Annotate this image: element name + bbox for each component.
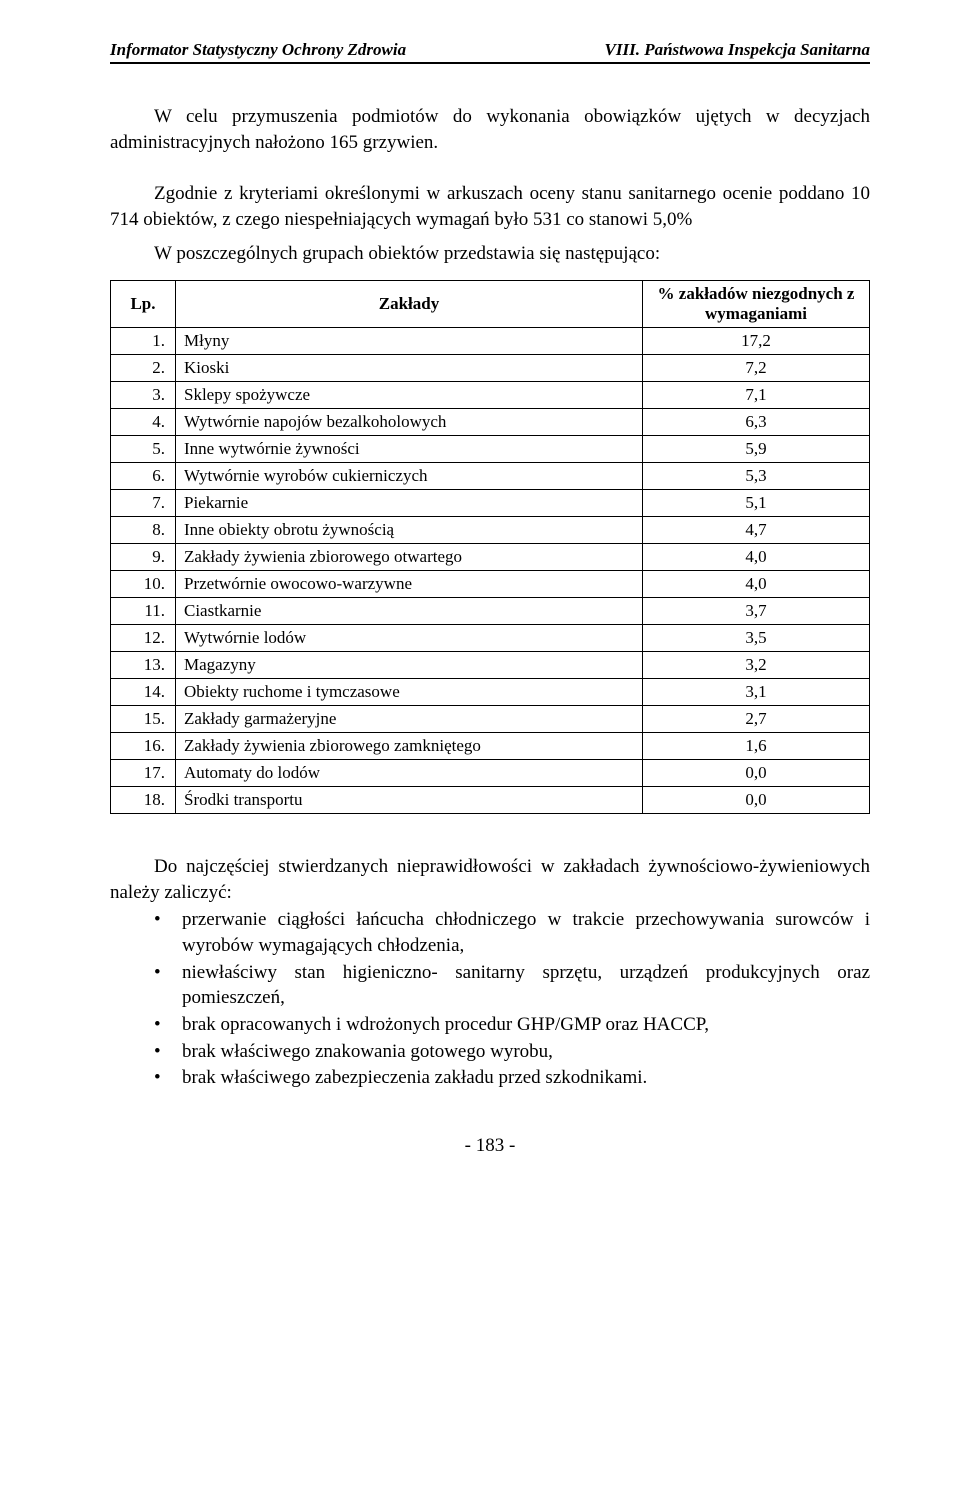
cell-lp: 13. (111, 652, 176, 679)
table-row: 9.Zakłady żywienia zbiorowego otwartego4… (111, 544, 870, 571)
cell-lp: 2. (111, 355, 176, 382)
paragraph-2: Zgodnie z kryteriami określonymi w arkus… (110, 181, 870, 232)
cell-val: 5,3 (643, 463, 870, 490)
cell-name: Środki transportu (176, 787, 643, 814)
cell-val: 0,0 (643, 760, 870, 787)
list-item: brak właściwego zabezpieczenia zakładu p… (154, 1065, 870, 1091)
cell-val: 3,5 (643, 625, 870, 652)
cell-val: 7,2 (643, 355, 870, 382)
cell-val: 0,0 (643, 787, 870, 814)
cell-lp: 8. (111, 517, 176, 544)
list-item: niewłaściwy stan higieniczno- sanitarny … (154, 960, 870, 1011)
cell-name: Inne wytwórnie żywności (176, 436, 643, 463)
cell-lp: 18. (111, 787, 176, 814)
cell-val: 7,1 (643, 382, 870, 409)
table-row: 18.Środki transportu0,0 (111, 787, 870, 814)
cell-val: 3,1 (643, 679, 870, 706)
col-name: Zakłady (176, 281, 643, 328)
cell-lp: 10. (111, 571, 176, 598)
cell-lp: 15. (111, 706, 176, 733)
table-row: 17.Automaty do lodów0,0 (111, 760, 870, 787)
table-row: 6.Wytwórnie wyrobów cukierniczych5,3 (111, 463, 870, 490)
paragraph-1: W celu przymuszenia podmiotów do wykonan… (110, 104, 870, 155)
cell-lp: 6. (111, 463, 176, 490)
cell-lp: 5. (111, 436, 176, 463)
page-number: - 183 - (110, 1135, 870, 1157)
cell-name: Zakłady garmażeryjne (176, 706, 643, 733)
cell-val: 2,7 (643, 706, 870, 733)
cell-val: 5,9 (643, 436, 870, 463)
list-intro: Do najczęściej stwierdzanych nieprawidło… (110, 854, 870, 905)
cell-lp: 12. (111, 625, 176, 652)
cell-name: Wytwórnie napojów bezalkoholowych (176, 409, 643, 436)
table-row: 1.Młyny17,2 (111, 328, 870, 355)
cell-name: Wytwórnie wyrobów cukierniczych (176, 463, 643, 490)
table-row: 8.Inne obiekty obrotu żywnością4,7 (111, 517, 870, 544)
cell-name: Piekarnie (176, 490, 643, 517)
cell-val: 3,7 (643, 598, 870, 625)
table-row: 5.Inne wytwórnie żywności5,9 (111, 436, 870, 463)
table-row: 4.Wytwórnie napojów bezalkoholowych6,3 (111, 409, 870, 436)
list-item: brak właściwego znakowania gotowego wyro… (154, 1039, 870, 1065)
table-header-row: Lp. Zakłady % zakładów niezgodnych z wym… (111, 281, 870, 328)
cell-val: 17,2 (643, 328, 870, 355)
table-row: 10.Przetwórnie owocowo-warzywne4,0 (111, 571, 870, 598)
cell-name: Sklepy spożywcze (176, 382, 643, 409)
header-left: Informator Statystyczny Ochrony Zdrowia (110, 40, 406, 60)
table-row: 12.Wytwórnie lodów3,5 (111, 625, 870, 652)
table-row: 15.Zakłady garmażeryjne2,7 (111, 706, 870, 733)
cell-name: Przetwórnie owocowo-warzywne (176, 571, 643, 598)
cell-val: 3,2 (643, 652, 870, 679)
bullet-list: przerwanie ciągłości łańcucha chłodnicze… (154, 907, 870, 1090)
table-body: 1.Młyny17,22.Kioski7,23.Sklepy spożywcze… (111, 328, 870, 814)
cell-val: 4,0 (643, 571, 870, 598)
table-row: 13.Magazyny3,2 (111, 652, 870, 679)
cell-name: Młyny (176, 328, 643, 355)
cell-lp: 4. (111, 409, 176, 436)
cell-lp: 16. (111, 733, 176, 760)
cell-name: Wytwórnie lodów (176, 625, 643, 652)
table-row: 2.Kioski7,2 (111, 355, 870, 382)
cell-lp: 14. (111, 679, 176, 706)
table-row: 3.Sklepy spożywcze7,1 (111, 382, 870, 409)
cell-lp: 7. (111, 490, 176, 517)
page-header: Informator Statystyczny Ochrony Zdrowia … (110, 40, 870, 60)
table-row: 7.Piekarnie5,1 (111, 490, 870, 517)
cell-name: Inne obiekty obrotu żywnością (176, 517, 643, 544)
paragraph-3: W poszczególnych grupach obiektów przeds… (154, 241, 870, 267)
cell-lp: 1. (111, 328, 176, 355)
cell-val: 5,1 (643, 490, 870, 517)
zaklady-table: Lp. Zakłady % zakładów niezgodnych z wym… (110, 280, 870, 814)
cell-val: 4,0 (643, 544, 870, 571)
cell-name: Ciastkarnie (176, 598, 643, 625)
cell-lp: 11. (111, 598, 176, 625)
cell-val: 4,7 (643, 517, 870, 544)
cell-name: Kioski (176, 355, 643, 382)
col-lp: Lp. (111, 281, 176, 328)
cell-val: 1,6 (643, 733, 870, 760)
header-rule (110, 62, 870, 64)
header-right: VIII. Państwowa Inspekcja Sanitarna (605, 40, 870, 60)
cell-lp: 9. (111, 544, 176, 571)
cell-name: Obiekty ruchome i tymczasowe (176, 679, 643, 706)
cell-name: Magazyny (176, 652, 643, 679)
col-val: % zakładów niezgodnych z wymaganiami (643, 281, 870, 328)
cell-name: Zakłady żywienia zbiorowego otwartego (176, 544, 643, 571)
table-row: 14.Obiekty ruchome i tymczasowe3,1 (111, 679, 870, 706)
cell-lp: 3. (111, 382, 176, 409)
cell-lp: 17. (111, 760, 176, 787)
cell-name: Automaty do lodów (176, 760, 643, 787)
cell-name: Zakłady żywienia zbiorowego zamkniętego (176, 733, 643, 760)
cell-val: 6,3 (643, 409, 870, 436)
list-item: przerwanie ciągłości łańcucha chłodnicze… (154, 907, 870, 958)
table-row: 16.Zakłady żywienia zbiorowego zamknięte… (111, 733, 870, 760)
list-item: brak opracowanych i wdrożonych procedur … (154, 1012, 870, 1038)
table-row: 11.Ciastkarnie3,7 (111, 598, 870, 625)
document-page: Informator Statystyczny Ochrony Zdrowia … (0, 0, 960, 1187)
